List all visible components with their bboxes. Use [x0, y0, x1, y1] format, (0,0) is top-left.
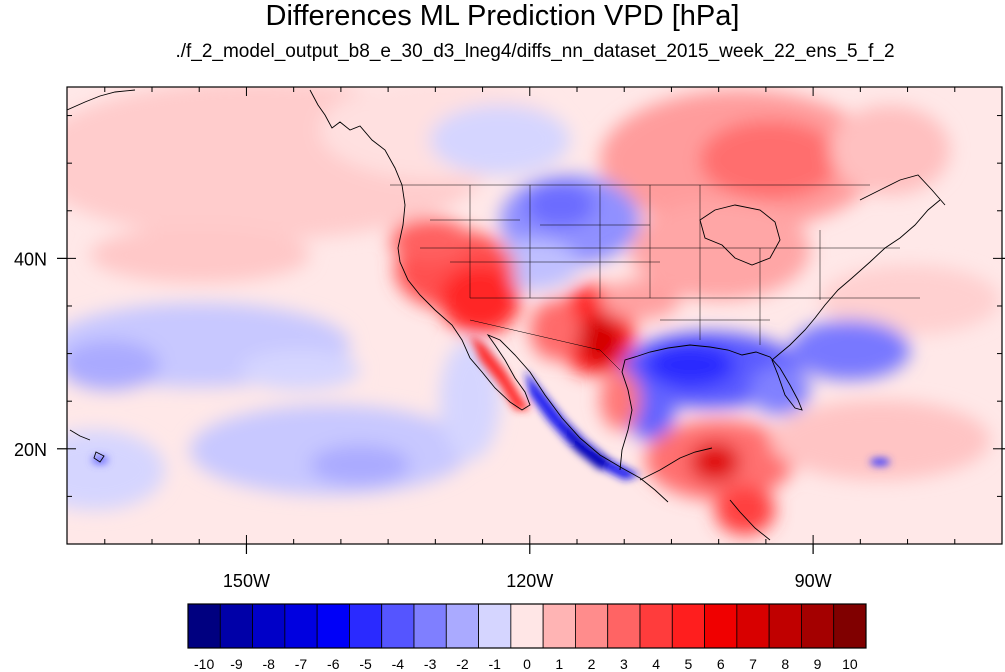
colorbar-box — [801, 603, 835, 649]
colorbar-label: 3 — [620, 656, 628, 672]
map-title: Differences ML Prediction VPD [hPa] — [265, 0, 740, 32]
plot-frame — [66, 86, 1003, 545]
colorbar-box — [542, 603, 576, 649]
colorbar-label: -4 — [392, 656, 405, 672]
colorbar-label: 9 — [814, 656, 822, 672]
colorbar-box — [187, 603, 221, 649]
colorbar: -10 -9 -8 -7 -6 -5 -4 -3 -2 -1 0 1 2 3 4 5 6 7 8 9 10 — [187, 603, 867, 672]
x-tick-label: 150W — [223, 571, 270, 591]
colorbar-box — [833, 603, 867, 649]
colorbar-label: -5 — [359, 656, 372, 672]
colorbar-label: 1 — [555, 656, 563, 672]
state-borders — [390, 184, 920, 371]
colorbar-label: -8 — [262, 656, 275, 672]
colorbar-box — [736, 603, 770, 649]
colorbar-box — [478, 603, 512, 649]
colorbar-label: 6 — [717, 656, 725, 672]
colorbar-box — [704, 603, 738, 649]
colorbar-box — [316, 603, 350, 649]
colorbar-label: -3 — [424, 656, 437, 672]
colorbar-label: -1 — [488, 656, 501, 672]
colorbar-box — [768, 603, 802, 649]
axis-tick-labels: 150W 120W 90W 40N 20N — [14, 249, 832, 591]
y-tick-label: 20N — [14, 440, 47, 460]
colorbar-label: 5 — [685, 656, 693, 672]
colorbar-label: 0 — [523, 656, 531, 672]
coastlines — [67, 89, 946, 541]
colorbar-box — [639, 603, 673, 649]
colorbar-box — [510, 603, 544, 649]
colorbar-box — [607, 603, 641, 649]
colorbar-box — [252, 603, 286, 649]
axis-ticks — [57, 87, 1005, 554]
colorbar-box — [575, 603, 609, 649]
colorbar-frame — [187, 603, 867, 649]
y-tick-label: 40N — [14, 249, 47, 269]
colorbar-box — [381, 603, 415, 649]
colorbar-label: 7 — [749, 656, 757, 672]
colorbar-label: 4 — [652, 656, 660, 672]
colorbar-box — [349, 603, 383, 649]
map-subtitle: ./f_2_model_output_b8_e_30_d3_lneg4/diff… — [175, 41, 895, 62]
colorbar-label: -7 — [295, 656, 308, 672]
colorbar-label: -2 — [456, 656, 469, 672]
x-tick-label: 90W — [795, 571, 832, 591]
colorbar-label: -10 — [194, 656, 214, 672]
colorbar-box — [445, 603, 479, 649]
x-tick-label: 120W — [506, 571, 553, 591]
colorbar-label: 8 — [781, 656, 789, 672]
colorbar-label: 10 — [842, 656, 858, 672]
difference-field — [67, 87, 1002, 544]
colorbar-label: -9 — [230, 656, 243, 672]
colorbar-box — [671, 603, 705, 649]
colorbar-box — [284, 603, 318, 649]
colorbar-box — [413, 603, 447, 649]
colorbar-label: -6 — [327, 656, 340, 672]
colorbar-label: 2 — [588, 656, 596, 672]
colorbar-box — [219, 603, 253, 649]
